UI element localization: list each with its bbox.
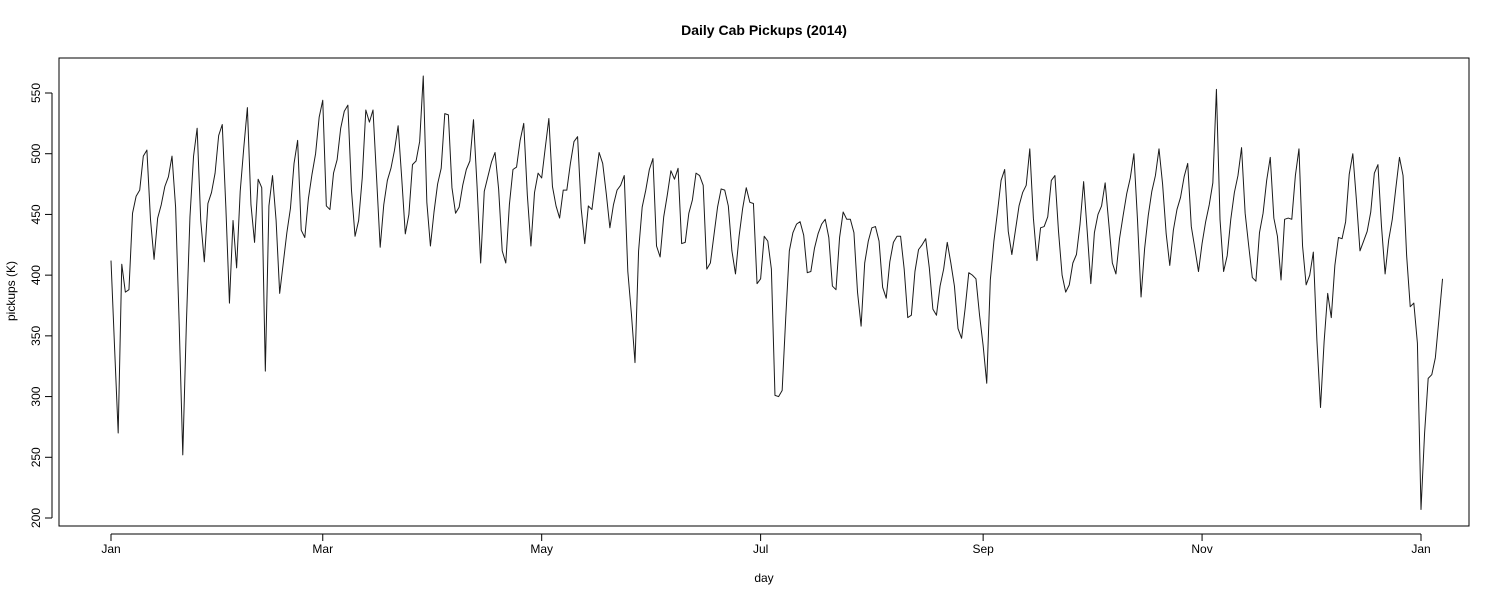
y-tick-label: 450 [29, 204, 43, 224]
x-tick-label: Jul [753, 542, 768, 556]
y-tick-label: 350 [29, 326, 43, 346]
y-tick-label: 200 [29, 508, 43, 528]
x-tick-label: Mar [312, 542, 333, 556]
x-axis-label: day [754, 571, 773, 585]
x-tick-label: Nov [1191, 542, 1212, 556]
y-axis-label: pickups (K) [4, 261, 18, 321]
x-tick-label: Sep [972, 542, 994, 556]
x-tick-label: Jan [1411, 542, 1430, 556]
y-axis: 200 250 300 350 400 450 500 550 [29, 83, 53, 528]
chart-title: Daily Cab Pickups (2014) [681, 22, 847, 38]
plot-frame [58, 57, 1470, 527]
y-tick-label: 400 [29, 265, 43, 285]
y-tick-label: 250 [29, 447, 43, 467]
x-tick-label: Jan [101, 542, 120, 556]
y-tick-label: 550 [29, 83, 43, 103]
x-tick-label: May [530, 542, 553, 556]
x-axis: Jan Mar May Jul Sep Nov Jan [101, 533, 1431, 556]
y-tick-label: 500 [29, 143, 43, 163]
y-tick-label: 300 [29, 386, 43, 406]
series-line [110, 75, 1444, 510]
